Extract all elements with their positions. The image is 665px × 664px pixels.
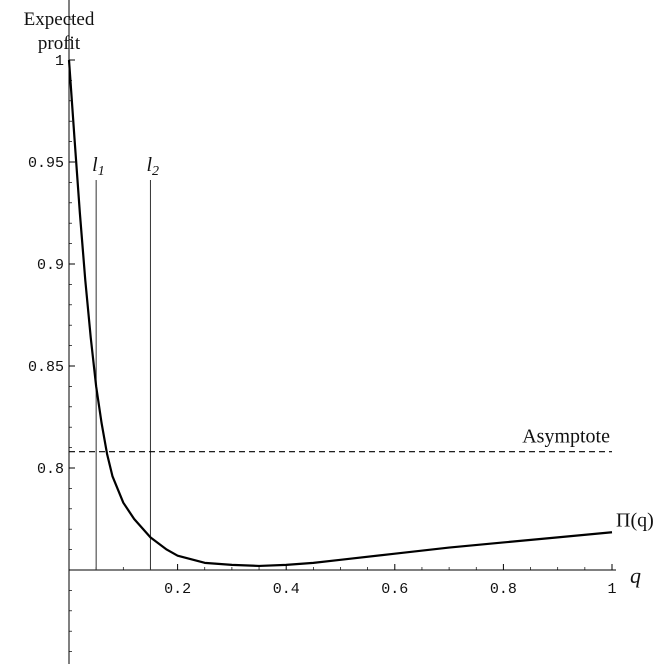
reference-line-label-l1: l1 <box>92 154 105 179</box>
x-tick-label: 0.6 <box>381 581 408 598</box>
reference-line-label-l2: l2 <box>146 154 159 179</box>
axes: 0.70.80.850.90.9511.050.20.40.60.81 <box>28 0 617 664</box>
y-tick-label: 0.85 <box>28 359 64 376</box>
y-tick-label: 1 <box>55 53 64 70</box>
series-label-pi-q: Π(q) <box>616 509 654 531</box>
y-tick-label: 0.9 <box>37 257 64 274</box>
y-axis-label-line2: profit <box>38 33 81 54</box>
x-tick-label: 0.2 <box>164 581 191 598</box>
asymptote-label: Asymptote <box>522 426 610 448</box>
x-tick-label: 0.4 <box>273 581 300 598</box>
x-tick-label: 0.8 <box>490 581 517 598</box>
y-tick-label: 0.95 <box>28 155 64 172</box>
y-axis-label-line1: Expected <box>24 9 95 30</box>
series-line-pi-q <box>67 59 613 568</box>
reference-line-subscript: 2 <box>152 164 159 179</box>
reference-lines: l1 l2 Asymptote <box>69 154 612 570</box>
series-group: Π(q) <box>67 59 654 568</box>
x-axis-label: q <box>630 563 641 588</box>
y-tick-label: 0.8 <box>37 461 64 478</box>
x-tick-label: 1 <box>607 581 616 598</box>
reference-line-subscript: 1 <box>98 164 105 179</box>
